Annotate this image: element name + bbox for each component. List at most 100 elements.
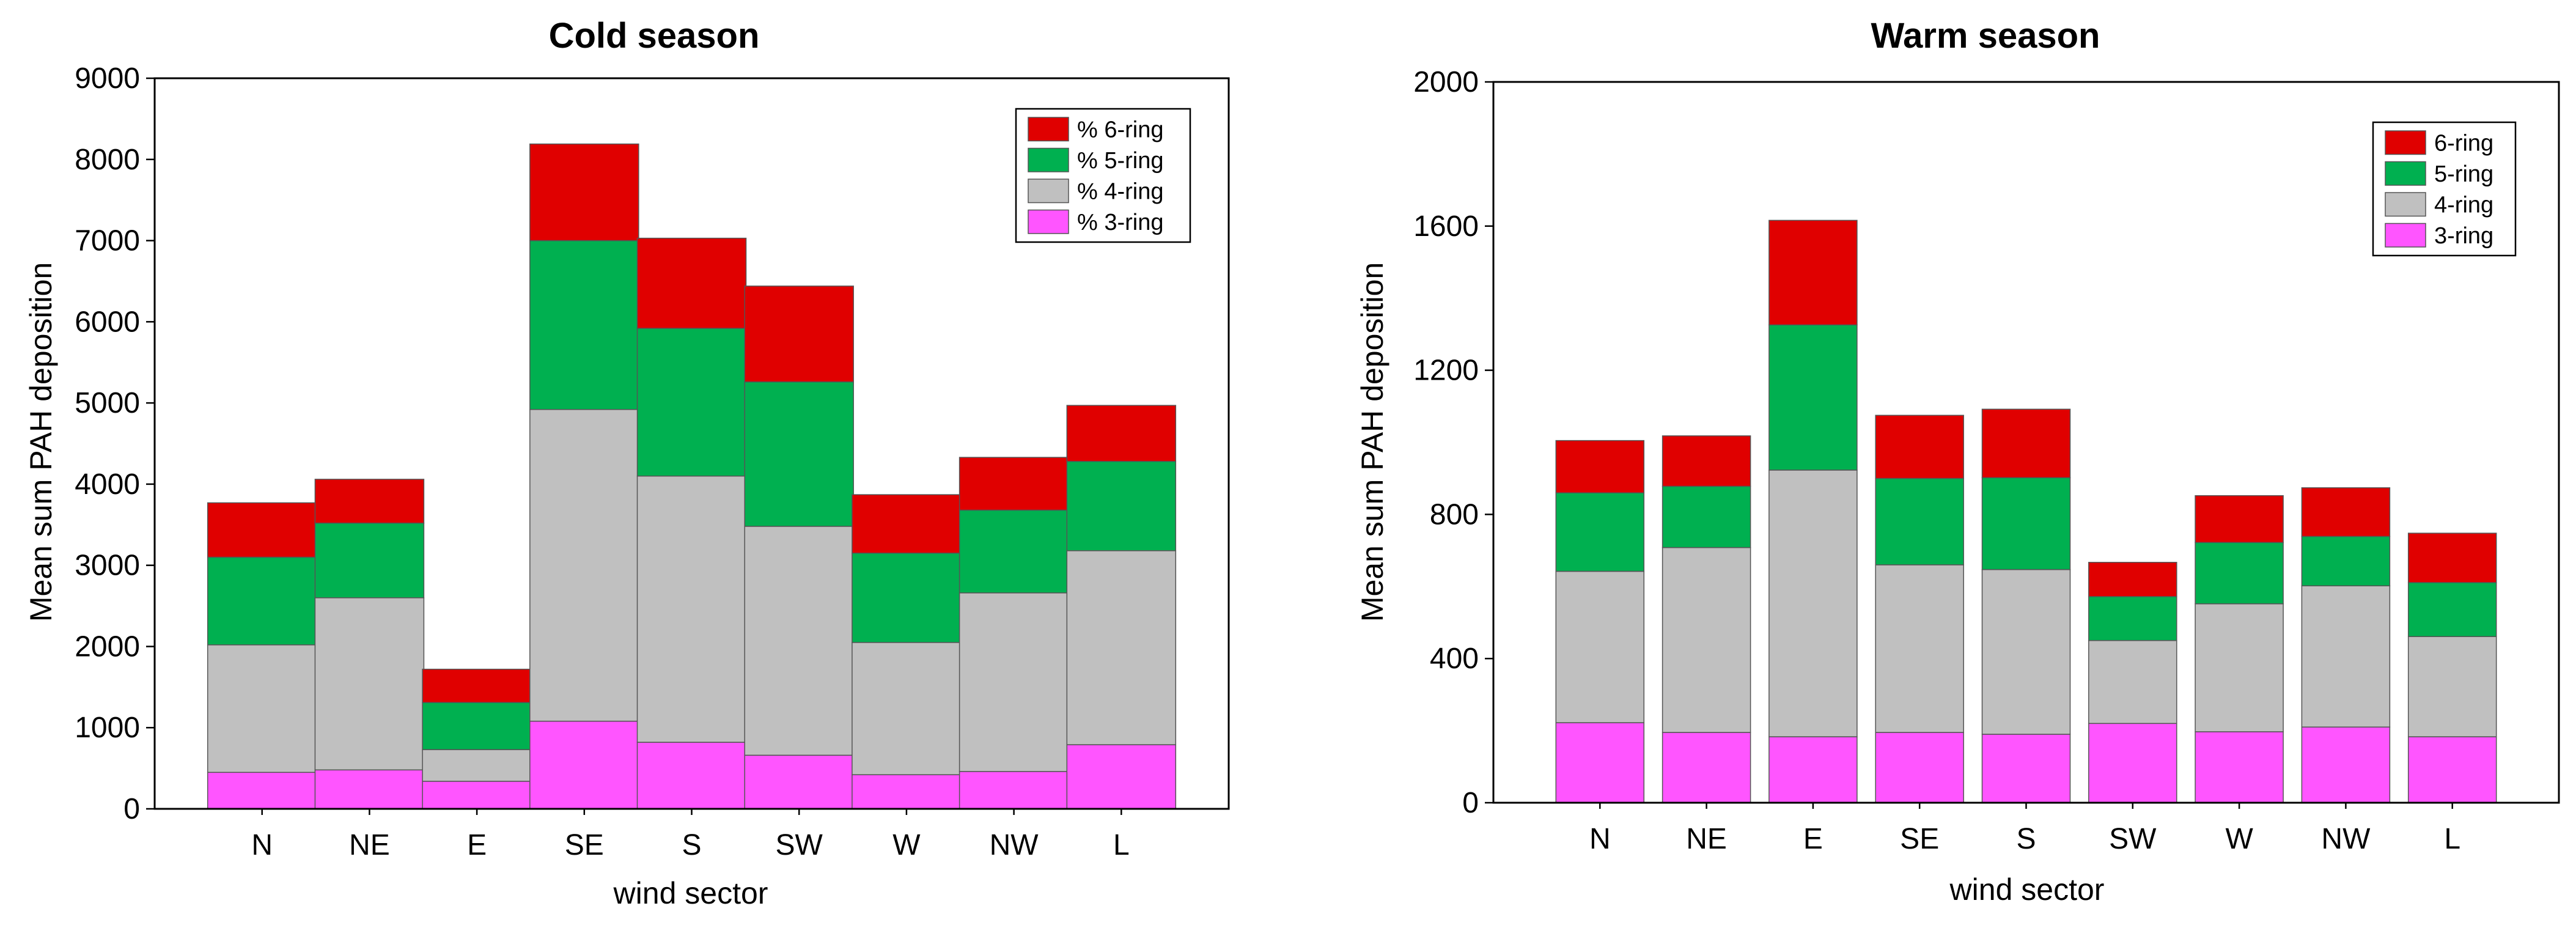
y-tick-label: 1200	[1413, 355, 1479, 387]
bar-ring5-ne	[314, 522, 425, 599]
bar-ring3-se	[1875, 732, 1964, 803]
bar-ring6-se	[529, 143, 639, 241]
bar-ring5-sw	[744, 381, 854, 527]
bar-ring3-w	[852, 774, 962, 809]
bar-ring6-nw	[959, 457, 1069, 511]
x-axis-label: wind sector	[1949, 872, 2105, 907]
bar-ring3-ne	[1662, 732, 1751, 803]
y-tick-label: 7000	[75, 225, 140, 257]
bar-ring5-sw	[2088, 596, 2177, 641]
bar-ring3-n	[1555, 722, 1645, 803]
bar-ring3-w	[2195, 731, 2284, 803]
x-tick-label: NW	[2321, 823, 2371, 855]
bar-ring5-w	[2195, 542, 2284, 605]
cold-season-chart: Cold season Mean sum PAH deposition wind…	[24, 16, 1230, 910]
bar-ring3-sw	[2088, 723, 2177, 803]
bar-ring5-nw	[2301, 536, 2391, 586]
bar-ring3-l	[1066, 744, 1177, 809]
y-tick-label: 2000	[1413, 66, 1479, 98]
y-tick-label: 3000	[75, 550, 140, 582]
bar-ring3-n	[207, 772, 317, 809]
bar-ring4-s	[1981, 569, 2071, 735]
bar-ring3-nw	[2301, 726, 2391, 803]
y-tick-label: 9000	[75, 62, 140, 95]
bar-ring4-se	[529, 408, 639, 722]
bar-ring4-s	[636, 475, 747, 743]
legend-label: % 6-ring	[1077, 117, 1164, 142]
x-tick-label: NE	[1686, 823, 1727, 855]
legend-label: % 5-ring	[1077, 148, 1164, 174]
x-tick-label: SE	[565, 829, 604, 861]
bar-ring6-e	[422, 668, 532, 703]
x-tick-label: NW	[990, 829, 1039, 861]
x-tick-label: E	[467, 829, 487, 861]
legend-label: 5-ring	[2434, 161, 2493, 187]
x-tick-label: SE	[1900, 823, 1939, 855]
bar-ring6-ne	[314, 479, 425, 524]
legend: % 6-ring % 5-ring % 4-ring % 3-ring	[1015, 108, 1191, 243]
y-tick-label: 8000	[75, 144, 140, 176]
legend-swatch-ring5	[1028, 147, 1069, 172]
x-tick-label: W	[2225, 823, 2253, 855]
bar-ring6-se	[1875, 415, 1964, 479]
y-tick-label: 2000	[75, 630, 140, 663]
bar-ring4-w	[2195, 603, 2284, 732]
legend-swatch-ring3	[1028, 209, 1069, 234]
bar-ring4-se	[1875, 564, 1964, 733]
bar-ring5-nw	[959, 509, 1069, 594]
x-tick-label: S	[682, 829, 701, 861]
bar-ring6-s	[1981, 408, 2071, 479]
bar-ring4-n	[207, 644, 317, 773]
bar-ring6-n	[1555, 440, 1645, 493]
x-tick-label: E	[1803, 823, 1823, 855]
legend-swatch-ring3	[2385, 223, 2426, 248]
bar-ring4-w	[852, 642, 962, 775]
x-tick-label: L	[1113, 829, 1130, 861]
bar-ring3-ne	[314, 769, 425, 809]
bar-ring5-l	[1066, 460, 1177, 551]
y-axis-label: Mean sum PAH deposition	[1355, 262, 1389, 622]
bar-ring5-w	[852, 553, 962, 643]
y-tick-label: 4000	[75, 468, 140, 501]
bar-ring4-ne	[1662, 547, 1751, 733]
legend-swatch-ring5	[2385, 161, 2426, 186]
y-tick-label: 800	[1430, 498, 1479, 531]
x-tick-label: L	[2444, 823, 2460, 855]
bar-ring5-s	[636, 328, 747, 477]
bar-ring6-sw	[744, 286, 854, 383]
plot-frame	[153, 77, 1230, 810]
bar-ring4-n	[1555, 570, 1645, 723]
y-tick-label: 6000	[75, 306, 140, 338]
bar-ring6-e	[1768, 219, 1858, 326]
legend-swatch-ring6	[2385, 130, 2426, 155]
bar-ring3-s	[636, 742, 747, 809]
y-tick-label: 1000	[75, 712, 140, 744]
bar-ring6-sw	[2088, 562, 2177, 597]
bar-ring4-nw	[959, 592, 1069, 772]
bar-ring3-l	[2407, 736, 2497, 803]
bar-ring4-l	[1066, 550, 1177, 745]
chart-title: Warm season	[1871, 16, 2100, 56]
bar-ring4-nw	[2301, 585, 2391, 728]
legend-swatch-ring4	[2385, 192, 2426, 217]
bar-ring4-e	[422, 749, 532, 782]
bar-ring4-sw	[744, 526, 854, 756]
bar-ring3-e	[1768, 736, 1858, 803]
bar-ring5-se	[529, 240, 639, 410]
y-tick-label: 1600	[1413, 210, 1479, 243]
bar-ring5-s	[1981, 477, 2071, 570]
plot-frame	[1492, 81, 2560, 804]
bar-ring6-l	[1066, 405, 1177, 462]
x-tick-label: SW	[2109, 823, 2157, 855]
x-tick-label: S	[2016, 823, 2036, 855]
bar-ring4-sw	[2088, 639, 2177, 724]
bar-ring6-s	[636, 237, 747, 329]
y-tick-label: 0	[1462, 787, 1479, 819]
bar-ring3-nw	[959, 771, 1069, 809]
bar-ring3-se	[529, 720, 639, 809]
y-tick-label: 5000	[75, 387, 140, 419]
bar-ring3-sw	[744, 754, 854, 809]
bar-ring6-ne	[1662, 435, 1751, 487]
bar-ring5-ne	[1662, 485, 1751, 548]
